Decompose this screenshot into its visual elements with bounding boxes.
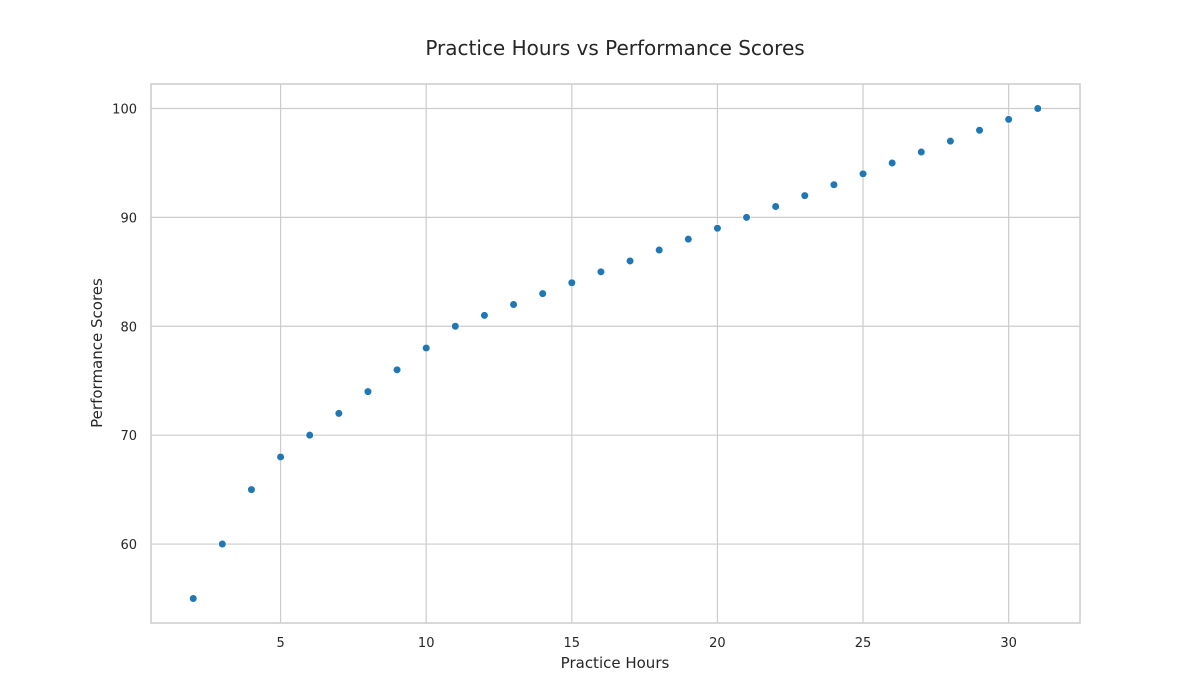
data-point	[946, 137, 955, 146]
x-tick-labels: 5 10 15 20 25 30	[276, 636, 1016, 651]
data-point	[888, 158, 897, 168]
data-point	[975, 126, 984, 135]
y-tick-label: 60	[120, 538, 137, 553]
y-tick-label: 90	[120, 211, 137, 226]
data-point	[247, 485, 256, 494]
y-tick-labels: 60 70 80 90 100	[112, 103, 137, 554]
data-point	[829, 180, 839, 189]
x-tick-label: 5	[276, 636, 284, 651]
data-point	[596, 267, 606, 276]
data-point	[305, 431, 314, 440]
y-axis-label: Performance Scores	[88, 278, 106, 428]
data-point	[451, 322, 460, 331]
data-point	[567, 278, 576, 287]
x-tick-label: 25	[855, 636, 872, 651]
x-tick-label: 20	[709, 636, 726, 651]
data-point	[655, 245, 664, 255]
plot-frame	[150, 83, 1081, 624]
data-point	[1033, 104, 1042, 113]
x-tick-label: 15	[564, 636, 581, 651]
data-point	[538, 289, 547, 298]
grid-lines	[151, 84, 1080, 623]
data-point	[334, 409, 343, 418]
data-point	[480, 311, 489, 320]
chart-title: Practice Hours vs Performance Scores	[425, 36, 804, 60]
data-point	[800, 191, 809, 200]
data-point	[742, 213, 751, 222]
data-point	[189, 594, 198, 603]
y-tick-label: 70	[120, 429, 137, 444]
data-point	[1004, 115, 1013, 124]
y-tick-label: 80	[120, 320, 137, 335]
data-point	[363, 387, 373, 396]
data-point	[276, 452, 285, 462]
y-tick-label: 100	[112, 103, 137, 118]
data-point	[509, 300, 518, 309]
x-tick-label: 10	[418, 636, 435, 651]
data-points	[189, 104, 1042, 603]
data-point	[625, 256, 635, 266]
data-point	[858, 169, 868, 178]
data-point	[917, 147, 926, 157]
data-point	[218, 539, 227, 549]
data-point	[771, 202, 780, 211]
x-tick-label: 30	[1000, 636, 1017, 651]
data-point	[422, 343, 431, 353]
data-point	[392, 365, 402, 374]
data-point	[713, 224, 722, 233]
x-axis-label: Practice Hours	[561, 654, 670, 672]
data-point	[684, 235, 693, 244]
